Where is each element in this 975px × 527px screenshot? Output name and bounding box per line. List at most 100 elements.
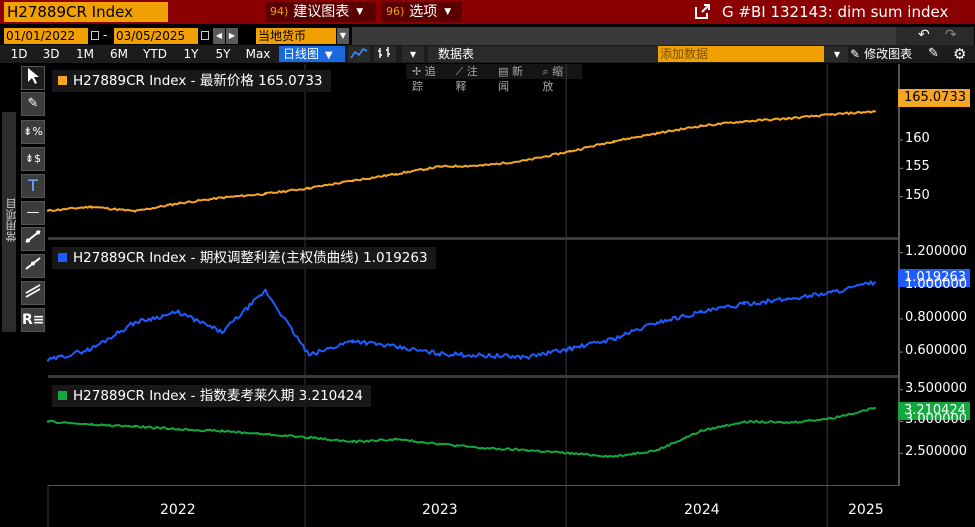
y-tick-label: 150 bbox=[905, 187, 930, 203]
options-menu[interactable]: 96) 选项 ▼ bbox=[382, 2, 462, 22]
percent-change-icon[interactable]: ⇟% bbox=[21, 120, 45, 144]
data-point bbox=[830, 113, 833, 116]
toolbar-row-filler bbox=[352, 27, 974, 45]
range-3d[interactable]: 3D bbox=[42, 47, 60, 61]
y-tick-label: 3.500000 bbox=[905, 380, 968, 396]
data-point bbox=[307, 186, 311, 190]
x-label-2022: 2022 bbox=[160, 502, 196, 518]
data-point bbox=[307, 436, 311, 439]
data-point bbox=[438, 165, 441, 168]
trend-line-icon[interactable] bbox=[21, 227, 45, 251]
title-bar: H27889CR Index 94) 建议图表 ▼ 96) 选项 ▼ G #BI… bbox=[0, 0, 975, 24]
data-point bbox=[786, 297, 789, 301]
data-point bbox=[830, 417, 833, 420]
data-point bbox=[351, 179, 354, 182]
range-max[interactable]: Max bbox=[245, 47, 271, 61]
data-point bbox=[742, 302, 746, 306]
data-point bbox=[46, 420, 50, 423]
range-1y[interactable]: 1Y bbox=[183, 47, 199, 61]
data-point bbox=[220, 331, 224, 334]
data-point bbox=[46, 359, 50, 362]
export-icon[interactable] bbox=[694, 3, 711, 20]
data-point bbox=[568, 150, 572, 153]
regression-icon[interactable]: R≡ bbox=[21, 308, 45, 332]
horizontal-line-icon[interactable]: — bbox=[21, 201, 45, 225]
tools-strip bbox=[2, 112, 16, 332]
start-date-input[interactable]: 01/01/2022 bbox=[4, 28, 88, 44]
calendar-icon[interactable] bbox=[201, 31, 209, 40]
y-tick-label: 1.000000 bbox=[905, 276, 968, 292]
range-ytd[interactable]: YTD bbox=[143, 47, 167, 61]
data-point bbox=[351, 440, 354, 444]
next-period-button[interactable]: ▶ bbox=[226, 28, 238, 44]
chevron-down-icon[interactable]: ▾ bbox=[402, 46, 424, 62]
data-point bbox=[394, 172, 398, 176]
annotate-button[interactable]: ⟋ 注释 bbox=[455, 65, 478, 93]
data-point bbox=[351, 339, 354, 342]
end-date-input[interactable]: 03/05/2025 bbox=[114, 28, 198, 44]
calendar-icon[interactable] bbox=[91, 31, 99, 40]
data-point bbox=[568, 347, 572, 350]
data-point bbox=[264, 192, 267, 195]
currency-change-icon[interactable]: ⇟$ bbox=[21, 147, 45, 171]
annotation-toolbar: ✢ 追踪 ⟋ 注释 ▤ 新闻 ⌕ 缩放 bbox=[406, 64, 582, 93]
data-table-button[interactable]: 数据表 bbox=[438, 47, 475, 61]
line-chart-icon[interactable] bbox=[348, 46, 370, 62]
undo-icon[interactable]: ↶ bbox=[918, 27, 930, 43]
options-number: 96) bbox=[386, 5, 405, 18]
previous-period-button[interactable]: ◀ bbox=[213, 28, 225, 44]
add-data-input[interactable]: 添加数据 bbox=[658, 46, 824, 62]
range-5y[interactable]: 5Y bbox=[215, 47, 231, 61]
bar-chart-icon[interactable] bbox=[374, 46, 396, 62]
data-point bbox=[568, 452, 572, 455]
currency-select[interactable]: 当地货币 bbox=[256, 28, 336, 44]
suggested-charts-number: 94) bbox=[270, 5, 289, 18]
pen-icon[interactable]: ✎ bbox=[21, 92, 45, 116]
text-tool-icon[interactable]: T bbox=[21, 174, 45, 198]
data-point bbox=[438, 442, 441, 445]
y-tick-label: 1.200000 bbox=[905, 243, 968, 259]
zoom-button[interactable]: ⌕ 缩放 bbox=[542, 65, 564, 93]
data-point bbox=[264, 289, 267, 292]
cursor-icon[interactable] bbox=[21, 66, 45, 90]
chevron-down-icon[interactable]: ▾ bbox=[826, 46, 848, 62]
data-point bbox=[481, 354, 485, 357]
data-point bbox=[525, 448, 528, 452]
legend-spread: H27889CR Index - 期权调整利差(主权债曲线) 1.019263 bbox=[52, 247, 436, 269]
data-point bbox=[525, 355, 528, 359]
data-point bbox=[394, 345, 398, 349]
y-tick-label: 160 bbox=[905, 131, 930, 147]
edit-chart-button[interactable]: ✎ 修改图表 bbox=[850, 46, 912, 62]
pencil-icon: ✎ bbox=[850, 47, 861, 61]
data-point bbox=[307, 354, 311, 357]
last-value-price: 165.0733 bbox=[897, 89, 970, 107]
ticker-field[interactable]: H27889CR Index bbox=[4, 2, 168, 22]
trend-line-alt-icon[interactable] bbox=[21, 254, 45, 278]
chevron-down-icon: ▼ bbox=[444, 7, 452, 17]
edit-layout-icon[interactable]: ✎ bbox=[928, 46, 939, 61]
data-point bbox=[742, 420, 746, 423]
news-button[interactable]: ▤ 新闻 bbox=[498, 65, 523, 93]
data-point bbox=[655, 321, 659, 324]
range-1m[interactable]: 1M bbox=[76, 47, 94, 61]
redo-icon[interactable]: ↷ bbox=[945, 27, 957, 43]
data-point bbox=[481, 164, 485, 167]
range-1d[interactable]: 1D bbox=[10, 47, 28, 61]
channel-icon[interactable] bbox=[21, 281, 45, 305]
data-point bbox=[46, 209, 50, 212]
chart-type-select[interactable]: 日线图 ▼ bbox=[279, 46, 345, 62]
last-value-duration: 3.210424 bbox=[897, 402, 970, 420]
options-label: 选项 bbox=[409, 4, 438, 20]
legend-swatch-duration bbox=[58, 391, 67, 400]
track-button[interactable]: ✢ 追踪 bbox=[412, 65, 436, 93]
data-point bbox=[481, 447, 485, 450]
data-point bbox=[220, 196, 224, 199]
data-point bbox=[699, 124, 702, 128]
data-point bbox=[264, 433, 267, 436]
y-tick-label: 0.600000 bbox=[905, 343, 968, 359]
range-6m[interactable]: 6M bbox=[110, 47, 128, 61]
gear-icon[interactable]: ⚙ bbox=[953, 45, 967, 63]
suggested-charts-menu[interactable]: 94) 建议图表 ▼ bbox=[266, 2, 376, 22]
chevron-down-icon[interactable]: ▼ bbox=[337, 28, 349, 44]
legend-swatch-price bbox=[58, 76, 67, 85]
